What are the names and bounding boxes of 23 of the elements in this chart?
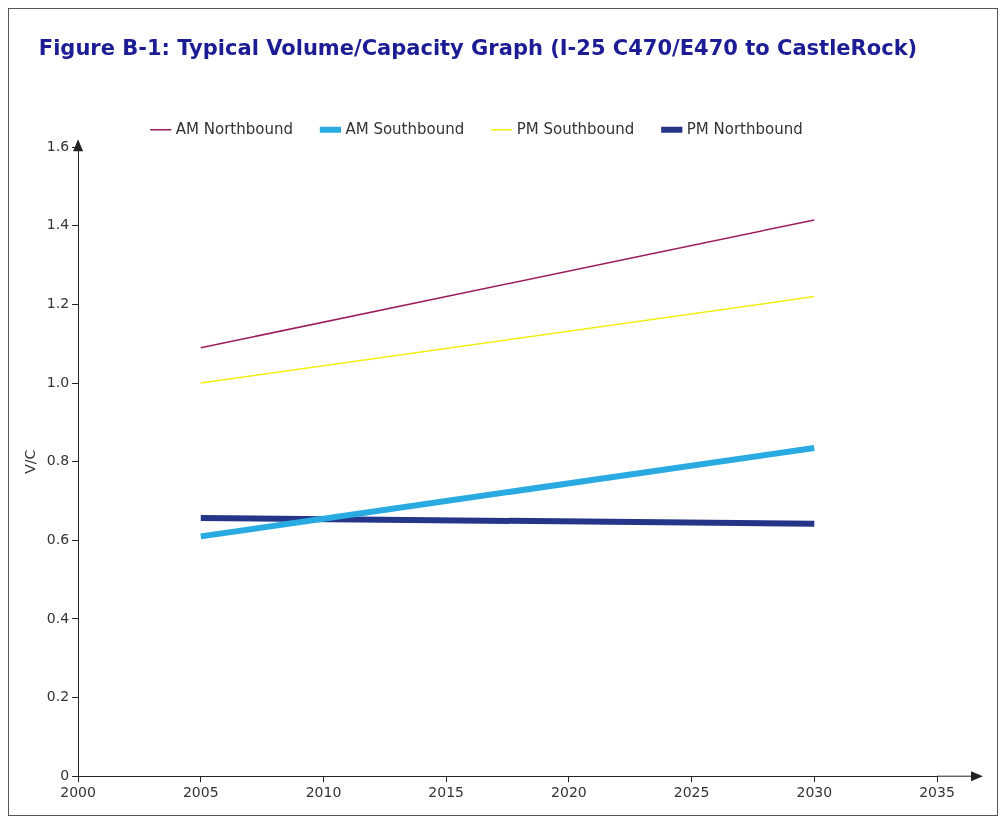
x-tick-label: 2010: [305, 784, 342, 801]
x-tick-label: 2025: [673, 784, 710, 801]
legend-label: PM Northbound: [686, 119, 803, 138]
y-tick-label: 1.0: [46, 373, 70, 390]
chart-title: Figure B-1: Typical Volume/Capacity Graph (I-25 C470/E470 to CastleRock): [38, 36, 918, 61]
y-tick-label: 0.8: [46, 452, 70, 469]
x-tick-label: 2005: [182, 784, 219, 801]
y-tick-label: 0: [60, 766, 70, 783]
y-tick-label: 1.2: [46, 295, 70, 312]
y-tick-label: 1.4: [46, 216, 70, 233]
x-tick-label: 2030: [796, 784, 833, 801]
legend-label: AM Southbound: [345, 119, 465, 138]
y-axis-title: V/C: [22, 449, 39, 474]
y-tick-label: 0.4: [46, 609, 70, 626]
legend-label: PM Southbound: [516, 119, 635, 138]
y-tick-label: 0.2: [46, 688, 70, 705]
x-tick-label: 2000: [60, 784, 96, 801]
x-tick-label: 2015: [428, 784, 464, 801]
y-tick-label: 1.6: [46, 137, 70, 154]
x-tick-label: 2020: [551, 784, 587, 801]
x-tick-label: 2035: [919, 784, 955, 801]
y-tick-label: 0.6: [46, 530, 70, 547]
legend-label: AM Northbound: [175, 119, 293, 138]
